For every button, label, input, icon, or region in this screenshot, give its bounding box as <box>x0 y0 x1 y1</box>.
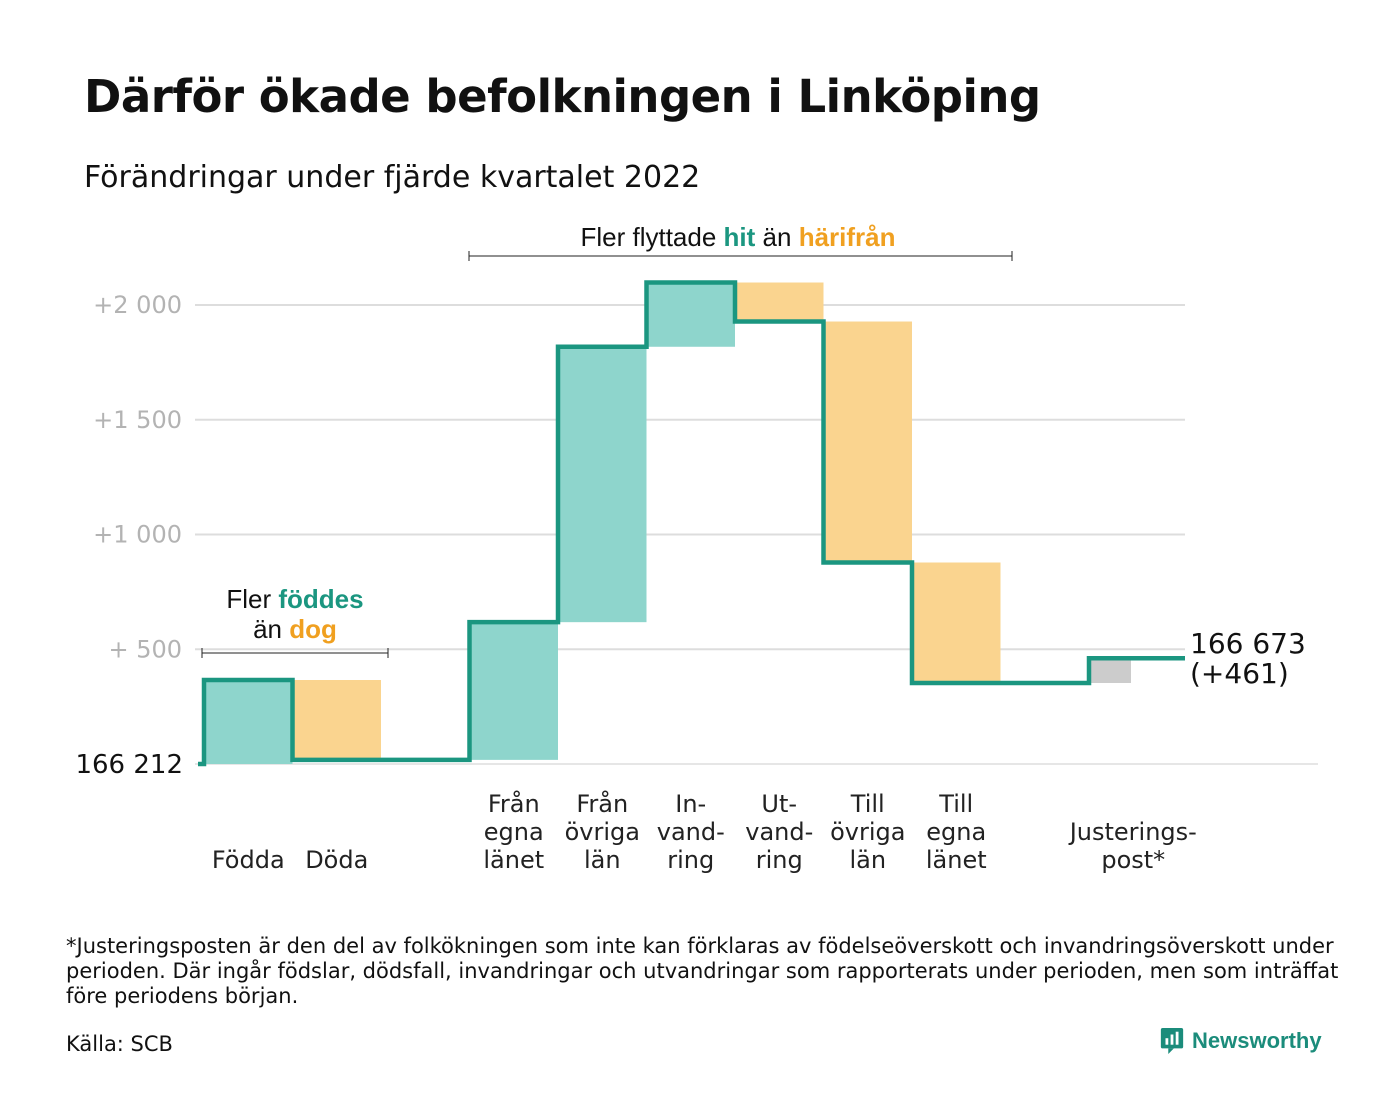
births-annotation-line2: än dog <box>253 614 337 644</box>
category-label: ring <box>667 846 714 874</box>
y-tick-label: +2 000 <box>93 291 182 319</box>
category-label: post* <box>1101 846 1165 874</box>
start-value-label: 166 212 <box>75 750 183 780</box>
bar-out <box>912 562 1001 683</box>
category-label: egna <box>484 818 544 846</box>
chart-subtitle: Förändringar under fjärde kvartalet 2022 <box>84 160 701 195</box>
category-label: Födda <box>212 846 285 874</box>
y-tick-label: +1 000 <box>93 521 182 549</box>
category-label: Från <box>576 789 628 818</box>
chart-title: Därför ökade befolkningen i Linköping <box>84 70 1041 123</box>
end-change-label: (+461) <box>1190 657 1289 690</box>
category-label: egna <box>926 818 986 846</box>
category-label: övriga <box>830 818 905 846</box>
category-label: län <box>584 846 621 874</box>
bar-in <box>646 282 735 347</box>
moves-annotation: Fler flyttade hit än härifrån <box>580 222 895 252</box>
bar-in <box>469 622 558 760</box>
bar-out <box>292 680 381 760</box>
category-label: län <box>849 846 886 874</box>
births-annotation-line1: Fler föddes <box>226 584 363 614</box>
bar-adjust <box>1091 658 1131 683</box>
bar-out <box>823 321 912 563</box>
category-label: vand- <box>745 818 813 846</box>
category-label: vand- <box>657 818 725 846</box>
waterfall-chart: + 500 +1 000 +1 500 +2 000 166 212 Födda Döda F… <box>75 222 1318 874</box>
cumulative-step-line <box>198 280 1185 767</box>
category-label: ring <box>756 846 803 874</box>
brand-name: Newsworthy <box>1192 1028 1322 1053</box>
source-label: Källa: SCB <box>66 1032 173 1056</box>
bar-in <box>204 680 293 764</box>
footnote: *Justeringsposten är den del av folkökni… <box>66 934 1339 1008</box>
category-label: Till <box>850 790 885 818</box>
category-label: In- <box>675 790 706 818</box>
newsworthy-logo-icon <box>1160 1028 1184 1054</box>
category-label: Från <box>488 789 540 818</box>
category-label: länet <box>926 846 987 874</box>
end-value-label: 166 673 <box>1190 627 1306 660</box>
category-label: övriga <box>565 818 640 846</box>
category-label: länet <box>483 846 544 874</box>
category-label: Döda <box>305 846 368 874</box>
bar-out <box>735 282 824 322</box>
y-tick-label: + 500 <box>108 635 182 663</box>
category-label: Ut- <box>761 790 797 818</box>
bar-in <box>558 346 647 623</box>
y-tick-label: +1 500 <box>93 406 182 434</box>
brand-logo: Newsworthy <box>1160 1028 1322 1054</box>
category-label: Justerings- <box>1068 818 1197 846</box>
category-label: Till <box>938 790 973 818</box>
